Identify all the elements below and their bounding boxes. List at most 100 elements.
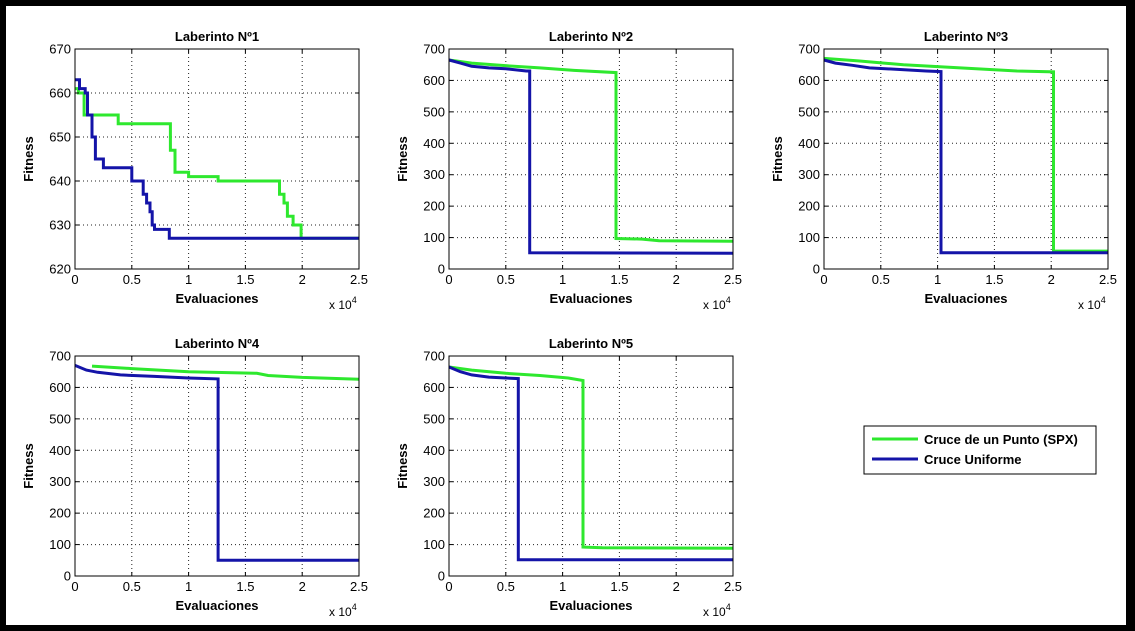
chart-4-series-spx — [91, 364, 360, 381]
chart-5-xtick-label: 0.5 — [497, 579, 515, 594]
chart-3-title: Laberinto Nº3 — [924, 29, 1008, 44]
chart-3-xtick-label: 0.5 — [872, 272, 890, 287]
chart-5-xtick-label: 1.5 — [610, 579, 628, 594]
chart-5: 0 0.5 1 1.5 2 2.5 0 100 200 300 400 500 600 700 Laberi… — [395, 336, 742, 619]
chart-3-ytick-label: 400 — [798, 136, 820, 151]
chart-2-ylabel: Fitness — [395, 136, 410, 182]
chart-5-ylabel: Fitness — [395, 443, 410, 489]
chart-3-xlabel: Evaluaciones — [924, 291, 1007, 306]
chart-1-xtick-label: 0.5 — [123, 272, 141, 287]
chart-3: 0 0.5 1 1.5 2 2.5 0 100 200 300 400 500 600 700 Laberi… — [770, 29, 1117, 312]
chart-1-ytick-label: 640 — [49, 174, 71, 189]
chart-2-ytick-label: 400 — [423, 136, 445, 151]
chart-3-axes-box — [823, 48, 1109, 270]
chart-1-ytick-label: 620 — [49, 262, 71, 277]
chart-2-series-spx — [448, 58, 734, 243]
chart-5-ytick-label: 300 — [423, 474, 445, 489]
chart-5-ytick-label: 400 — [423, 443, 445, 458]
chart-3-xtick-label: 0 — [820, 272, 827, 287]
chart-4-xtick-label: 0.5 — [123, 579, 141, 594]
chart-3-ylabel: Fitness — [770, 136, 785, 182]
chart-4-xtick-label: 1.5 — [236, 579, 254, 594]
chart-3-x-exponent: x 104 — [1078, 295, 1106, 312]
chart-4-x-exponent: x 104 — [329, 602, 357, 619]
chart-4: 0 0.5 1 1.5 2 2.5 0 100 200 300 400 500 600 700 Laberi… — [21, 336, 368, 619]
chart-2-xtick-label: 0.5 — [497, 272, 515, 287]
chart-4-ylabel: Fitness — [21, 443, 36, 489]
chart-5-ytick-label: 600 — [423, 380, 445, 395]
chart-4-xtick-label: 2.5 — [350, 579, 368, 594]
chart-2-ytick-label: 100 — [423, 230, 445, 245]
chart-5-series-uniform — [448, 365, 733, 562]
chart-1-xtick-label: 1 — [185, 272, 192, 287]
chart-4-series-uniform — [74, 364, 359, 562]
chart-5-title: Laberinto Nº5 — [549, 336, 633, 351]
chart-3-series-spx — [823, 56, 1108, 253]
chart-4-ytick-label: 100 — [49, 537, 71, 552]
chart-4-xtick-label: 1 — [185, 579, 192, 594]
chart-3-xtick-label: 2.5 — [1099, 272, 1117, 287]
legend-label-uniform: Cruce Uniforme — [924, 452, 1022, 467]
chart-1-ylabel: Fitness — [21, 136, 36, 182]
chart-2-xtick-label: 2 — [673, 272, 680, 287]
chart-2-xtick-label: 1 — [559, 272, 566, 287]
chart-3-ytick-label: 100 — [798, 230, 820, 245]
chart-4-ytick-label: 600 — [49, 380, 71, 395]
chart-2-ytick-label: 700 — [423, 42, 445, 57]
chart-2-title: Laberinto Nº2 — [549, 29, 633, 44]
chart-3-ytick-label: 0 — [813, 262, 820, 277]
chart-2-series-uniform — [448, 58, 734, 255]
legend: Cruce de un Punto (SPX) Cruce Uniforme — [863, 425, 1097, 475]
chart-3-plot-area — [824, 49, 1108, 269]
chart-4-ytick-label: 400 — [49, 443, 71, 458]
chart-1-ytick-label: 660 — [49, 86, 71, 101]
chart-3-ytick-label: 600 — [798, 73, 820, 88]
chart-4-ytick-label: 500 — [49, 411, 71, 426]
chart-3-xtick-label: 2 — [1048, 272, 1055, 287]
chart-2-xtick-label: 2.5 — [724, 272, 742, 287]
chart-5-x-exponent: x 104 — [703, 602, 731, 619]
chart-5-xtick-label: 1 — [559, 579, 566, 594]
chart-5-axes-box — [448, 355, 734, 577]
chart-5-plot-area — [449, 356, 733, 576]
chart-1-series-uniform — [75, 78, 359, 240]
chart-1-xtick-label: 2.5 — [350, 272, 368, 287]
chart-5-xtick-label: 2.5 — [724, 579, 742, 594]
chart-2-xtick-label: 1.5 — [610, 272, 628, 287]
chart-5-ytick-label: 700 — [423, 349, 445, 364]
chart-1-ytick-label: 670 — [49, 42, 71, 57]
chart-5-series-spx — [448, 365, 734, 550]
chart-2-axes-box — [448, 48, 734, 270]
chart-2-ytick-label: 600 — [423, 73, 445, 88]
chart-1-plot-area — [75, 49, 359, 269]
chart-1-xtick-label: 1.5 — [236, 272, 254, 287]
chart-3-ytick-label: 500 — [798, 104, 820, 119]
chart-2: 0 0.5 1 1.5 2 2.5 0 100 200 300 400 500 600 700 Laberi… — [395, 29, 742, 312]
chart-4-xtick-label: 0 — [71, 579, 78, 594]
chart-1-xtick-label: 0 — [71, 272, 78, 287]
chart-4-xlabel: Evaluaciones — [175, 598, 258, 613]
chart-1-title: Laberinto Nº1 — [175, 29, 259, 44]
chart-2-ytick-label: 200 — [423, 199, 445, 214]
chart-1-ytick-label: 650 — [49, 130, 71, 145]
chart-1: 0 0.5 1 1.5 2 2.5 620 630 640 650 660 670 Laberinto … — [21, 29, 368, 312]
chart-4-ytick-label: 300 — [49, 474, 71, 489]
chart-3-xtick-label: 1.5 — [985, 272, 1003, 287]
chart-2-ytick-label: 500 — [423, 104, 445, 119]
chart-1-axes-box — [74, 48, 360, 270]
chart-2-xtick-label: 0 — [445, 272, 452, 287]
figure-canvas: 0 0.5 1 1.5 2 2.5 620 630 640 650 660 670 Laberinto … — [6, 6, 1126, 625]
chart-4-ytick-label: 200 — [49, 506, 71, 521]
chart-4-xtick-label: 2 — [299, 579, 306, 594]
chart-3-ytick-label: 700 — [798, 42, 820, 57]
chart-2-xlabel: Evaluaciones — [549, 291, 632, 306]
chart-2-ytick-label: 300 — [423, 167, 445, 182]
chart-1-x-exponent: x 104 — [329, 295, 357, 312]
figure-svg: 0 0.5 1 1.5 2 2.5 620 630 640 650 660 670 Laberinto … — [21, 29, 1117, 619]
chart-5-xlabel: Evaluaciones — [549, 598, 632, 613]
legend-box — [863, 425, 1097, 475]
legend-label-spx: Cruce de un Punto (SPX) — [924, 432, 1078, 447]
subplots: 0 0.5 1 1.5 2 2.5 620 630 640 650 660 670 Laberinto … — [21, 29, 1117, 619]
chart-5-ytick-label: 200 — [423, 506, 445, 521]
